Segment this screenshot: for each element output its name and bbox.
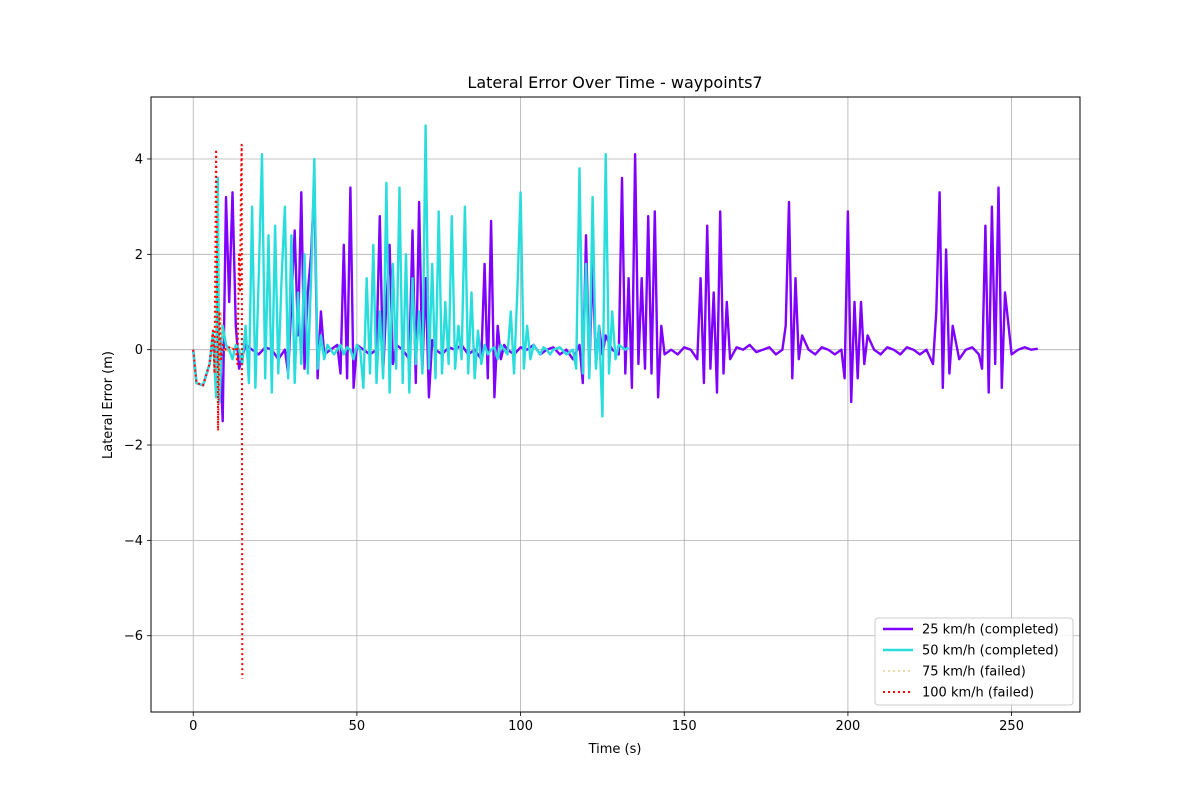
- x-tick-label: 0: [189, 719, 197, 734]
- legend-label: 25 km/h (completed): [922, 623, 1059, 638]
- y-tick-label: −2: [124, 439, 143, 454]
- legend-entries: 25 km/h (completed) 50 km/h (completed) 75…: [883, 623, 1059, 701]
- y-tick-label: 4: [135, 152, 143, 167]
- y-tick-label: −6: [124, 629, 143, 644]
- series-lines: [192, 124, 1038, 679]
- y-tick-label: 2: [135, 248, 143, 263]
- x-tick-label: 150: [672, 719, 697, 734]
- x-tick-label: 200: [835, 719, 860, 734]
- plot-frame: [150, 96, 1081, 713]
- legend-label: 100 km/h (failed): [922, 686, 1034, 701]
- x-tick-label: 250: [999, 719, 1024, 734]
- legend-label: 75 km/h (failed): [922, 665, 1026, 680]
- y-tick-label: −4: [124, 534, 143, 549]
- y-axis-title: Lateral Error (m): [101, 351, 116, 459]
- legend-label: 50 km/h (completed): [922, 644, 1059, 659]
- x-tick-label: 50: [349, 719, 366, 734]
- x-tick-label: 100: [508, 719, 533, 734]
- chart-title: Lateral Error Over Time - waypoints7: [467, 73, 762, 92]
- series-line-2: [192, 124, 630, 418]
- series-line-4: [192, 143, 244, 679]
- legend-box: [874, 617, 1074, 706]
- series-line-1: [192, 152, 1038, 423]
- x-axis-title: Time (s): [588, 742, 642, 757]
- y-tick-label: 0: [135, 343, 143, 358]
- legend: 25 km/h (completed) 50 km/h (completed) 75…: [874, 617, 1074, 706]
- series-line-3: [192, 191, 233, 394]
- axis-ticks: 0 50 100 150 200 250 −6 −4 −2 0 2 4: [124, 152, 1024, 734]
